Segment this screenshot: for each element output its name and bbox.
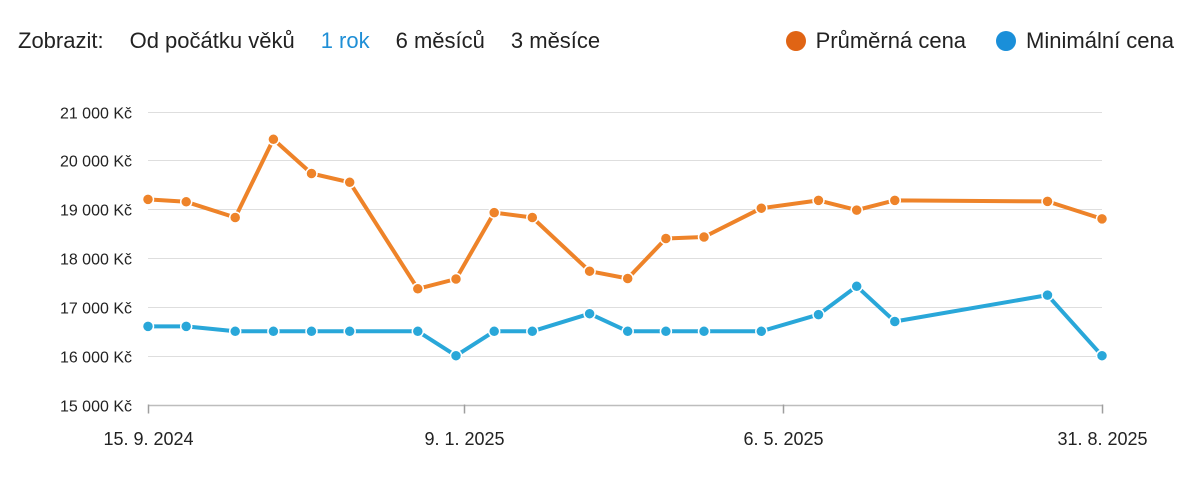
data-point-prumerna-cena bbox=[487, 206, 501, 219]
data-point-minimalni-cena bbox=[267, 325, 280, 338]
data-point-prumerna-cena bbox=[526, 211, 539, 224]
data-point-prumerna-cena bbox=[888, 194, 902, 207]
y-tick-label: 15 000 Kč bbox=[60, 399, 132, 416]
data-point-prumerna-cena bbox=[621, 272, 634, 285]
data-point-prumerna-cena bbox=[659, 232, 673, 245]
data-point-prumerna-cena bbox=[411, 282, 425, 296]
series-line-minimalni-cena bbox=[146, 284, 1104, 358]
y-tick-label: 17 000 Kč bbox=[60, 301, 132, 318]
data-point-prumerna-cena bbox=[228, 211, 242, 224]
legend-label-average-price: Průměrná cena bbox=[815, 28, 967, 53]
data-point-minimalni-cena bbox=[850, 280, 863, 293]
y-tick-label: 19 000 Kč bbox=[60, 203, 132, 220]
data-point-prumerna-cena bbox=[697, 230, 711, 244]
data-point-prumerna-cena bbox=[1095, 212, 1109, 226]
data-point-minimalni-cena bbox=[179, 320, 193, 333]
range-option-all-time[interactable]: Od počátku věků bbox=[129, 28, 295, 53]
data-point-minimalni-cena bbox=[526, 325, 539, 338]
range-option-6-months[interactable]: 6 měsíců bbox=[395, 28, 485, 53]
data-point-minimalni-cena bbox=[411, 325, 425, 338]
x-tick-label: 31. 8. 2025 bbox=[1057, 429, 1147, 449]
y-tick-label: 18 000 Kč bbox=[60, 252, 132, 269]
data-point-prumerna-cena bbox=[343, 176, 356, 189]
data-point-prumerna-cena bbox=[267, 133, 280, 146]
data-point-minimalni-cena bbox=[755, 325, 768, 338]
x-tick-label: 9. 1. 2025 bbox=[424, 429, 504, 449]
legend-dot-average-price bbox=[785, 31, 806, 51]
legend-item-minimum-price[interactable]: Minimální cena bbox=[996, 28, 1174, 54]
range-option-3-months[interactable]: 3 měsíce bbox=[510, 28, 601, 53]
y-tick-label: 20 000 Kč bbox=[60, 154, 132, 171]
legend-dot-minimum-price bbox=[996, 31, 1017, 51]
legend-label-minimum-price: Minimální cena bbox=[1026, 28, 1174, 53]
data-point-minimalni-cena bbox=[141, 320, 155, 333]
data-point-minimalni-cena bbox=[697, 325, 711, 338]
data-point-minimalni-cena bbox=[305, 325, 318, 338]
x-tick-label: 6. 5. 2025 bbox=[743, 429, 823, 449]
x-tick-label: 15. 9. 2024 bbox=[103, 429, 193, 449]
data-point-minimalni-cena bbox=[228, 325, 242, 338]
y-tick-label: 16 000 Kč bbox=[60, 350, 132, 367]
data-point-prumerna-cena bbox=[850, 203, 863, 217]
data-point-prumerna-cena bbox=[179, 195, 193, 209]
data-point-prumerna-cena bbox=[1041, 195, 1054, 208]
data-point-minimalni-cena bbox=[621, 325, 634, 338]
data-point-minimalni-cena bbox=[343, 325, 356, 338]
data-point-prumerna-cena bbox=[141, 193, 155, 206]
data-point-minimalni-cena bbox=[812, 308, 825, 321]
data-point-minimalni-cena bbox=[888, 315, 902, 328]
data-point-prumerna-cena bbox=[755, 201, 768, 215]
data-point-minimalni-cena bbox=[659, 325, 673, 338]
y-tick-label: 21 000 Kč bbox=[60, 106, 132, 123]
data-point-minimalni-cena bbox=[1095, 349, 1109, 362]
data-point-prumerna-cena bbox=[305, 167, 318, 180]
data-point-minimalni-cena bbox=[1041, 288, 1054, 302]
range-toolbar: Zobrazit: Od počátku věků 1 rok 6 měsíců… bbox=[18, 28, 626, 54]
data-point-minimalni-cena bbox=[583, 307, 596, 320]
data-point-prumerna-cena bbox=[812, 194, 825, 207]
data-point-prumerna-cena bbox=[449, 272, 463, 286]
range-option-1-year[interactable]: 1 rok bbox=[320, 28, 370, 53]
chart-legend: Průměrná cena Minimální cena bbox=[756, 28, 1174, 54]
data-point-prumerna-cena bbox=[583, 264, 596, 278]
series-line-prumerna-cena bbox=[146, 137, 1104, 291]
legend-item-average-price[interactable]: Průměrná cena bbox=[785, 28, 967, 54]
range-label: Zobrazit: bbox=[18, 28, 104, 53]
data-point-minimalni-cena bbox=[487, 325, 501, 338]
data-point-minimalni-cena bbox=[449, 349, 463, 362]
